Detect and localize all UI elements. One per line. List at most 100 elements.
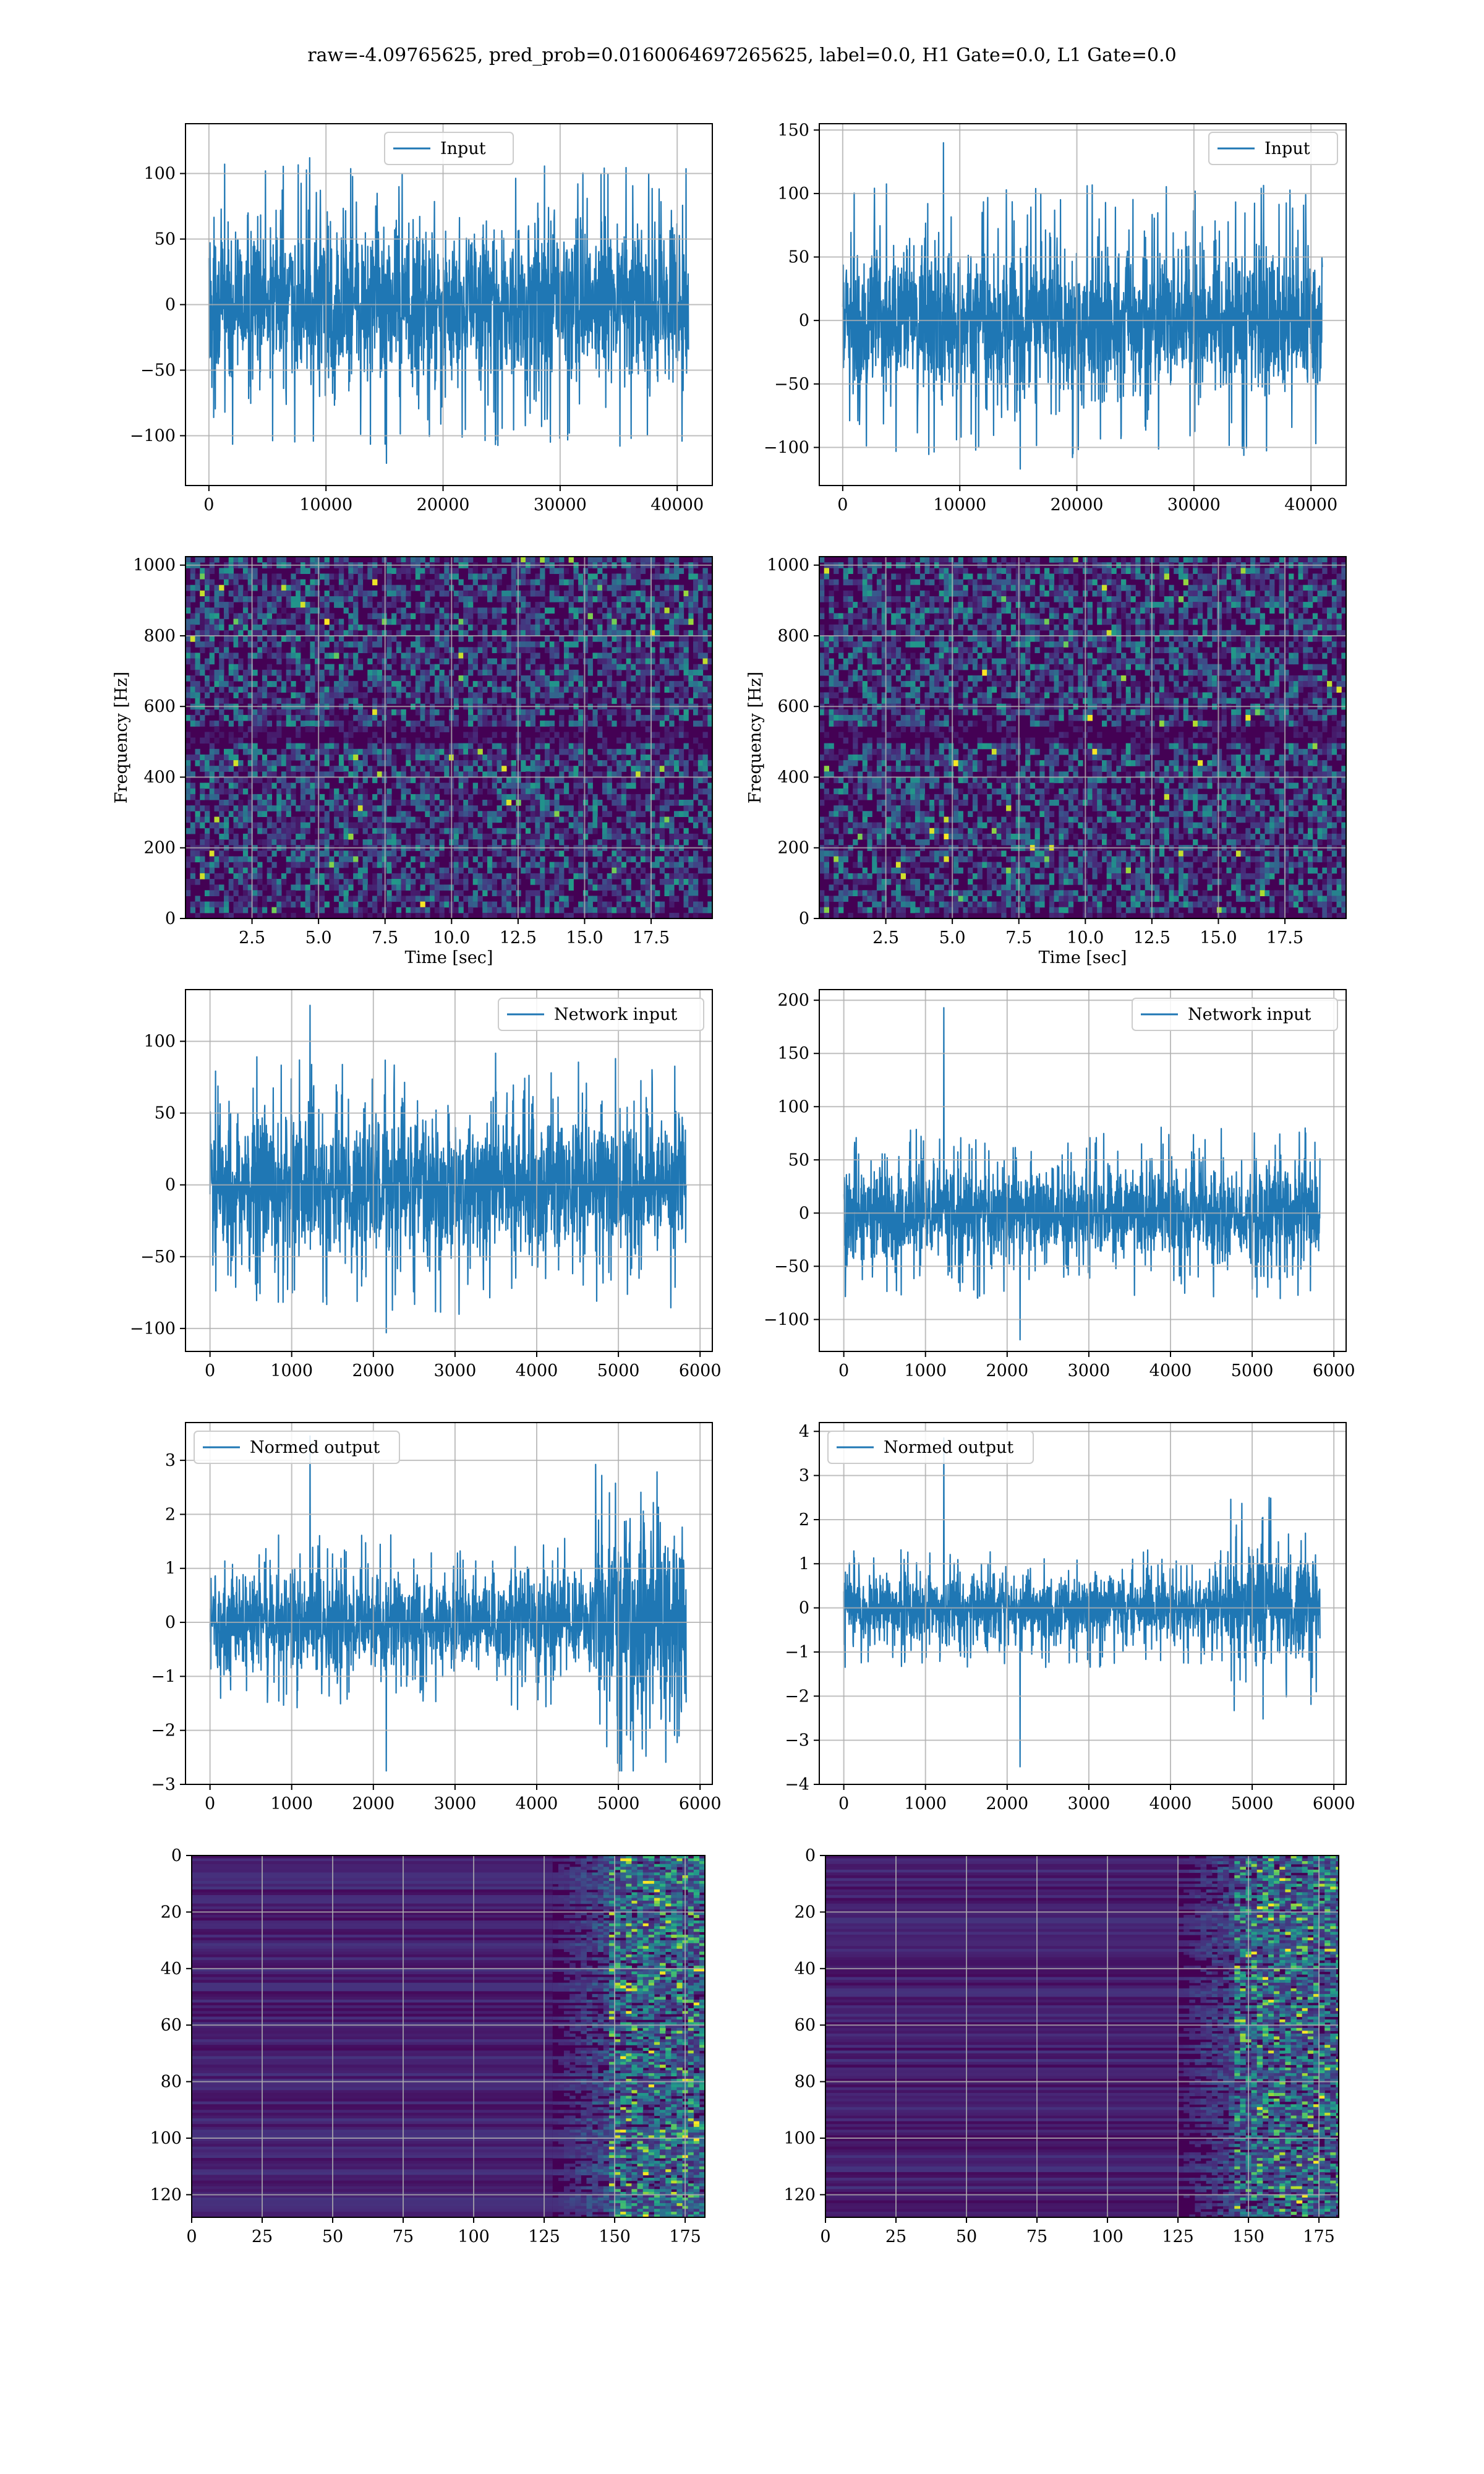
spectrogram-cell — [829, 896, 834, 902]
spectrogram-cell — [702, 828, 708, 834]
spectrogram-cell — [315, 901, 320, 908]
spectrogram-cell — [640, 901, 646, 908]
spectrogram-cell — [247, 856, 253, 863]
spectrogram-cell — [434, 805, 440, 811]
spectrogram-cell — [631, 647, 636, 653]
spectrogram-cell — [444, 873, 450, 880]
spectrogram-cell — [209, 579, 215, 586]
x-tick-label: 40000 — [650, 495, 704, 515]
spectrogram-cell — [655, 687, 660, 693]
spectrogram-cell — [310, 709, 315, 716]
spectrogram-cell — [391, 658, 397, 665]
spectrogram-cell — [286, 782, 291, 789]
spectrogram-cell — [664, 681, 670, 687]
spectrogram-cell — [853, 602, 858, 608]
spectrogram-cell — [511, 709, 516, 716]
spectrogram-cell — [205, 675, 210, 682]
spectrogram-cell — [621, 748, 627, 755]
spectrogram-cell — [578, 782, 584, 789]
spectrogram-cell — [616, 805, 622, 811]
spectrogram-cell — [353, 873, 359, 880]
spectrogram-cell — [616, 800, 622, 806]
spectrogram-cell — [511, 856, 516, 863]
spectrogram-cell — [372, 607, 378, 614]
spectrogram-cell — [186, 788, 191, 795]
spectrogram-cell — [597, 590, 603, 597]
spectrogram-cell — [252, 748, 258, 755]
spectrogram-cell — [291, 584, 296, 591]
spectrogram-cell — [300, 664, 306, 670]
spectrogram-cell — [607, 709, 612, 716]
spectrogram-cell — [650, 709, 655, 716]
spectrogram-cell — [348, 596, 354, 602]
spectrogram-cell — [535, 579, 540, 586]
spectrogram-cell — [415, 681, 421, 687]
spectrogram-cell — [607, 828, 612, 834]
spectrogram-cell — [224, 653, 229, 659]
spectrogram-cell — [300, 602, 306, 608]
spectrogram-cell — [300, 557, 306, 563]
spectrogram-cell — [343, 664, 349, 670]
spectrogram-cell — [497, 618, 502, 625]
spectrogram-cell — [386, 794, 392, 800]
spectrogram-cell — [819, 754, 825, 761]
spectrogram-cell — [559, 850, 565, 857]
spectrogram-cell — [867, 557, 872, 563]
spectrogram-cell — [186, 839, 191, 845]
spectrogram-cell — [430, 709, 435, 716]
spectrogram-cell — [707, 828, 712, 834]
spectrogram-cell — [511, 782, 516, 789]
spectrogram-cell — [434, 833, 440, 840]
spectrogram-cell — [200, 907, 205, 914]
spectrogram-cell — [669, 856, 675, 863]
spectrogram-cell — [511, 658, 516, 665]
spectrogram-cell — [214, 584, 220, 591]
spectrogram-cell — [406, 833, 411, 840]
spectrogram-cell — [310, 794, 315, 800]
spectrogram-cell — [219, 811, 224, 817]
spectrogram-cell — [209, 771, 215, 777]
spectrogram-cell — [205, 709, 210, 716]
spectrogram-cell — [858, 754, 863, 761]
spectrogram-cell — [669, 557, 675, 563]
spectrogram-cell — [506, 896, 512, 902]
spectrogram-cell — [406, 590, 411, 597]
spectrogram-cell — [674, 873, 680, 880]
spectrogram-cell — [683, 647, 689, 653]
spectrogram-cell — [228, 664, 234, 670]
spectrogram-cell — [425, 732, 430, 738]
spectrogram-cell — [238, 584, 244, 591]
spectrogram-cell — [224, 613, 229, 620]
spectrogram-cell — [209, 613, 215, 620]
spectrogram-cell — [262, 630, 268, 636]
spectrogram-cell — [568, 811, 574, 817]
spectrogram-cell — [592, 709, 598, 716]
spectrogram-cell — [233, 653, 239, 659]
spectrogram-cell — [205, 607, 210, 614]
spectrogram-cell — [482, 653, 488, 659]
spectrogram-cell — [848, 912, 853, 918]
spectrogram-cell — [707, 771, 712, 777]
spectrogram-cell — [286, 839, 291, 845]
spectrogram-cell — [286, 811, 291, 817]
spectrogram-cell — [525, 568, 531, 574]
spectrogram-cell — [621, 692, 627, 699]
spectrogram-cell — [482, 624, 488, 631]
spectrogram-cell — [396, 596, 402, 602]
spectrogram-cell — [645, 602, 650, 608]
spectrogram-cell — [607, 884, 612, 891]
spectrogram-cell — [838, 618, 844, 625]
spectrogram-cell — [425, 760, 430, 766]
spectrogram-cell — [602, 777, 608, 784]
spectrogram-cell — [511, 743, 516, 750]
spectrogram-cell — [186, 856, 191, 863]
spectrogram-cell — [612, 721, 617, 727]
spectrogram-cell — [848, 653, 853, 659]
spectrogram-cell — [444, 901, 450, 908]
spectrogram-cell — [636, 698, 641, 704]
x-tick-label: 10000 — [299, 495, 352, 515]
spectrogram-cell — [669, 647, 675, 653]
spectrogram-cell — [411, 658, 416, 665]
spectrogram-cell — [674, 653, 680, 659]
spectrogram-cell — [525, 805, 531, 811]
